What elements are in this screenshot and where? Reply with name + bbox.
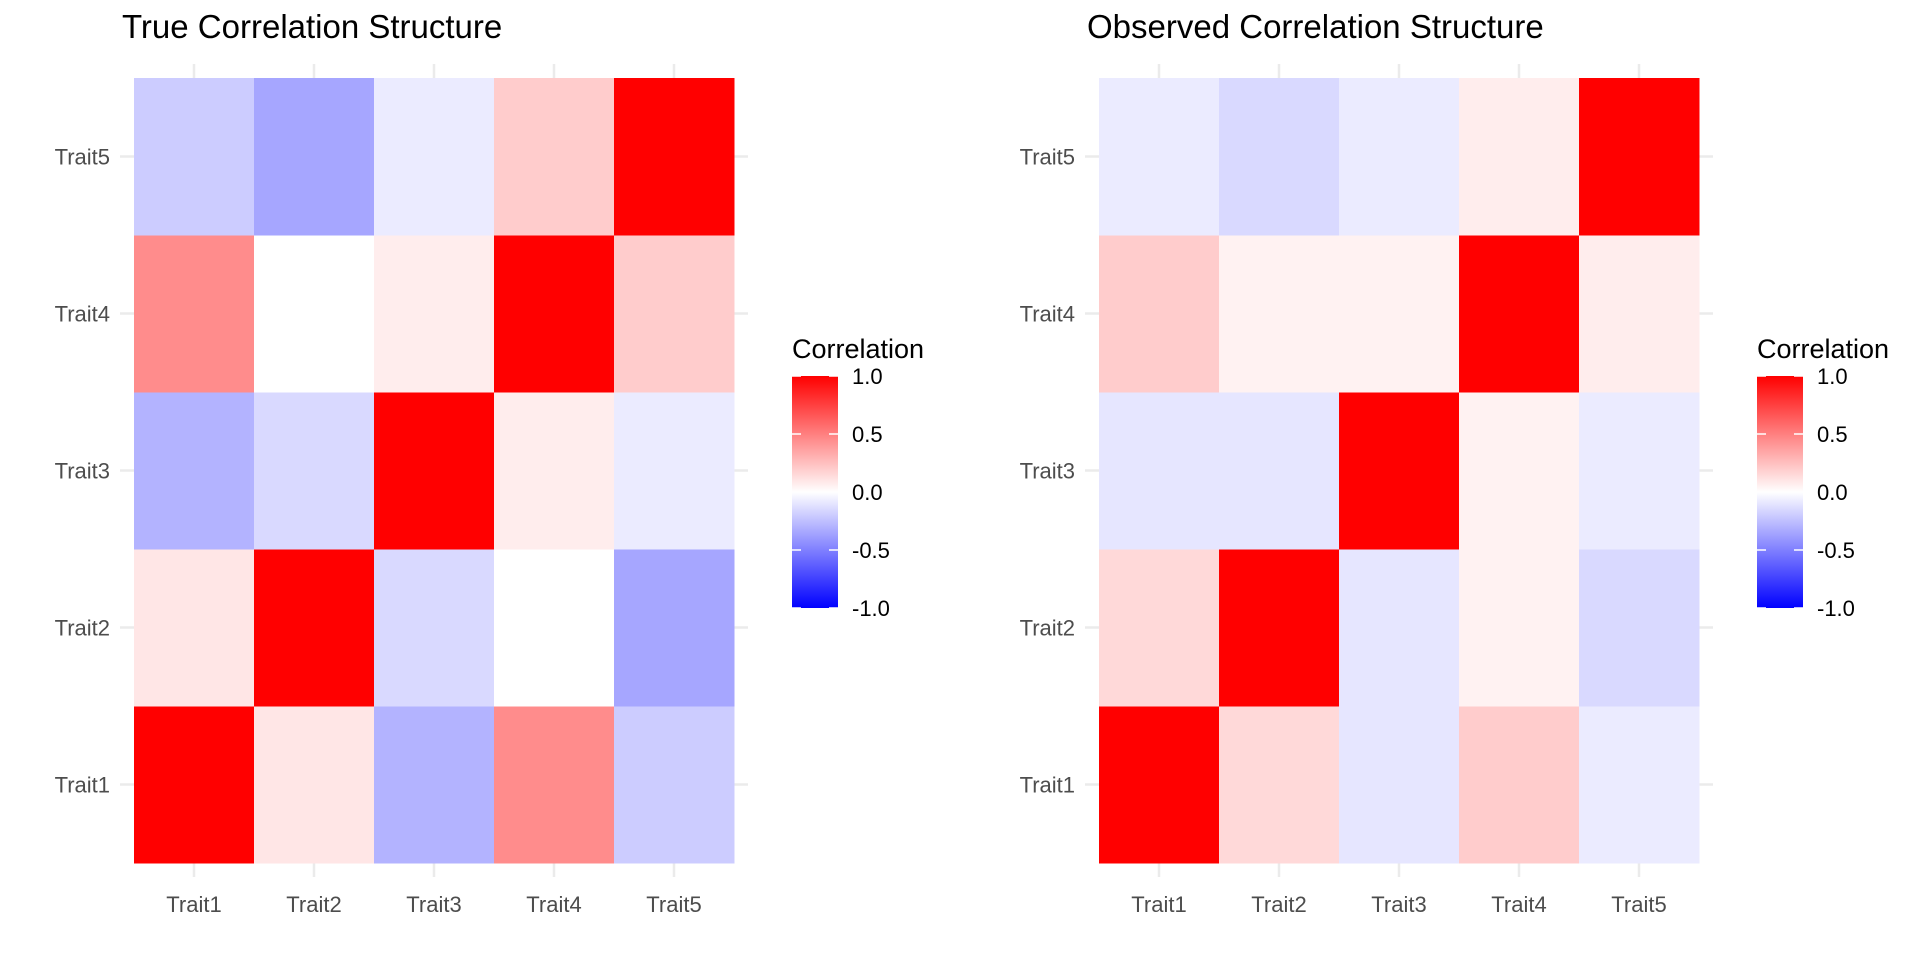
heatmap-true-correlation: True Correlation Structure Trait1 Trait2 Tr… xyxy=(55,8,924,917)
heatmap-cell-trait2-trait3 xyxy=(374,549,495,707)
heatmap-observed-correlation: Observed Correlation Structure Trait1 Trai… xyxy=(1020,8,1889,917)
heatmap-cell-trait4-trait1 xyxy=(134,235,255,393)
heatmap-cell-trait4-trait5 xyxy=(614,235,735,393)
heatmap-cell-trait2-trait2 xyxy=(1219,549,1340,707)
x-tick-label: Trait3 xyxy=(406,892,461,917)
heatmap-cell-trait3-trait2 xyxy=(254,392,375,550)
heatmap-cell-trait3-trait4 xyxy=(1459,392,1580,550)
heatmap-cell-trait5-trait4 xyxy=(1459,78,1580,236)
x-tick-label: Trait3 xyxy=(1371,892,1426,917)
heatmap-cell-trait2-trait5 xyxy=(1579,549,1700,707)
heatmap-cell-trait5-trait1 xyxy=(1099,78,1220,236)
heatmap-cell-trait3-trait2 xyxy=(1219,392,1340,550)
x-tick-label: Trait5 xyxy=(1611,892,1666,917)
heatmap-cell-trait3-trait3 xyxy=(1339,392,1460,550)
legend-tick-label: -0.5 xyxy=(852,538,890,563)
heatmap-cell-trait4-trait1 xyxy=(1099,235,1220,393)
chart-title: True Correlation Structure xyxy=(122,8,502,45)
y-tick-label: Trait5 xyxy=(1020,145,1075,170)
heatmap-cell-trait4-trait3 xyxy=(1339,235,1460,393)
legend-tick-label: 0.5 xyxy=(1817,422,1848,447)
x-tick-label: Trait5 xyxy=(646,892,701,917)
x-tick-label: Trait2 xyxy=(286,892,341,917)
y-tick-label: Trait4 xyxy=(1020,302,1075,327)
legend-tick-label: 1.0 xyxy=(852,364,883,389)
heatmap-cell-trait4-trait4 xyxy=(1459,235,1580,393)
heatmap-cell-trait5-trait5 xyxy=(614,78,735,236)
heatmap-cell-trait4-trait2 xyxy=(254,235,375,393)
heatmap-cell-trait1-trait3 xyxy=(374,706,495,864)
heatmap-cell-trait1-trait4 xyxy=(1459,706,1580,864)
legend-tick-label: -1.0 xyxy=(852,596,890,621)
heatmap-cell-trait2-trait2 xyxy=(254,549,375,707)
heatmap-cell-trait1-trait1 xyxy=(1099,706,1220,864)
heatmap-cell-trait4-trait2 xyxy=(1219,235,1340,393)
y-tick-label: Trait5 xyxy=(55,145,110,170)
x-tick-label: Trait2 xyxy=(1251,892,1306,917)
y-tick-label: Trait1 xyxy=(1020,773,1075,798)
heatmap-cell-trait2-trait5 xyxy=(614,549,735,707)
heatmap-cell-trait4-trait4 xyxy=(494,235,615,393)
heatmap-cell-trait2-trait4 xyxy=(494,549,615,707)
heatmap-cell-trait5-trait2 xyxy=(1219,78,1340,236)
heatmap-cell-trait1-trait1 xyxy=(134,706,255,864)
heatmap-cell-trait3-trait3 xyxy=(374,392,495,550)
heatmap-cell-trait1-trait2 xyxy=(1219,706,1340,864)
heatmap-cell-trait2-trait3 xyxy=(1339,549,1460,707)
x-tick-label: Trait1 xyxy=(166,892,221,917)
legend-tick-label: 0.0 xyxy=(1817,480,1848,505)
heatmap-cell-trait5-trait1 xyxy=(134,78,255,236)
y-tick-label: Trait2 xyxy=(55,616,110,641)
heatmap-cells xyxy=(1099,78,1700,864)
heatmap-cell-trait2-trait1 xyxy=(1099,549,1220,707)
heatmap-cell-trait5-trait3 xyxy=(374,78,495,236)
heatmap-cell-trait1-trait2 xyxy=(254,706,375,864)
heatmap-cell-trait2-trait1 xyxy=(134,549,255,707)
heatmap-cell-trait5-trait4 xyxy=(494,78,615,236)
legend-tick-label: 1.0 xyxy=(1817,364,1848,389)
heatmap-cell-trait1-trait3 xyxy=(1339,706,1460,864)
y-tick-label: Trait4 xyxy=(55,302,110,327)
legend-tick-label: 0.5 xyxy=(852,422,883,447)
x-tick-label: Trait4 xyxy=(526,892,581,917)
heatmap-cell-trait3-trait5 xyxy=(1579,392,1700,550)
heatmap-cell-trait5-trait3 xyxy=(1339,78,1460,236)
y-tick-label: Trait3 xyxy=(55,459,110,484)
heatmap-cell-trait5-trait2 xyxy=(254,78,375,236)
heatmap-cell-trait3-trait4 xyxy=(494,392,615,550)
heatmap-cell-trait2-trait4 xyxy=(1459,549,1580,707)
heatmap-cells xyxy=(134,78,735,864)
heatmap-cell-trait1-trait5 xyxy=(1579,706,1700,864)
heatmap-cell-trait5-trait5 xyxy=(1579,78,1700,236)
y-tick-label: Trait3 xyxy=(1020,459,1075,484)
legend-tick-label: -1.0 xyxy=(1817,596,1855,621)
heatmap-cell-trait1-trait4 xyxy=(494,706,615,864)
y-tick-label: Trait2 xyxy=(1020,616,1075,641)
heatmap-cell-trait3-trait1 xyxy=(1099,392,1220,550)
x-tick-label: Trait4 xyxy=(1491,892,1546,917)
legend-tick-label: 0.0 xyxy=(852,480,883,505)
heatmap-panel-observed: Observed Correlation Structure Trait1 Trai… xyxy=(965,0,1920,960)
heatmap-panel-true: True Correlation Structure Trait1 Trait2 Tr… xyxy=(55,8,924,917)
x-tick-label: Trait1 xyxy=(1131,892,1186,917)
heatmap-cell-trait4-trait5 xyxy=(1579,235,1700,393)
y-tick-label: Trait1 xyxy=(55,773,110,798)
heatmap-cell-trait1-trait5 xyxy=(614,706,735,864)
heatmap-cell-trait3-trait5 xyxy=(614,392,735,550)
heatmap-cell-trait4-trait3 xyxy=(374,235,495,393)
legend-title: Correlation xyxy=(792,334,924,364)
chart-title: Observed Correlation Structure xyxy=(1087,8,1544,45)
legend-tick-label: -0.5 xyxy=(1817,538,1855,563)
heatmap-cell-trait3-trait1 xyxy=(134,392,255,550)
legend-title: Correlation xyxy=(1757,334,1889,364)
